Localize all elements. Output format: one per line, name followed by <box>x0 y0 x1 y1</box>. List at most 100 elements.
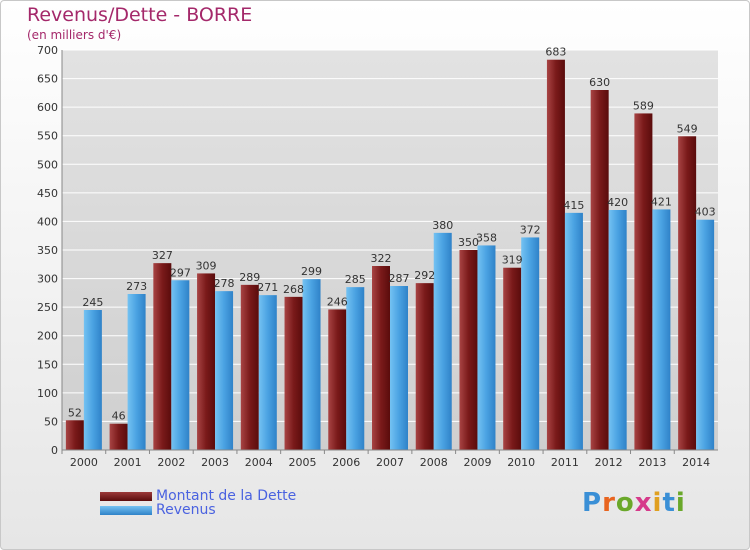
data-label: 299 <box>301 265 322 278</box>
y-tick-label: 100 <box>37 387 58 400</box>
legend-item-revenue: Revenus <box>100 502 216 518</box>
data-label: 358 <box>476 231 497 244</box>
bar-revenue <box>171 280 190 450</box>
data-label: 297 <box>170 266 191 279</box>
data-label: 287 <box>389 272 410 285</box>
x-tick-label: 2005 <box>289 456 317 469</box>
bar-revenue <box>390 286 408 450</box>
bar-revenue <box>608 210 627 450</box>
data-label: 420 <box>607 196 628 209</box>
data-label: 415 <box>563 199 584 212</box>
bar-debt <box>546 59 565 450</box>
bar-debt <box>372 266 390 450</box>
x-tick-label: 2010 <box>507 456 535 469</box>
y-tick-label: 700 <box>37 44 58 57</box>
x-tick-label: 2013 <box>638 456 666 469</box>
x-tick-label: 2002 <box>157 456 185 469</box>
data-label: 309 <box>196 259 217 272</box>
y-tick-label: 200 <box>37 330 58 343</box>
data-label: 245 <box>82 296 103 309</box>
proxiti-logo: Proxiti <box>582 488 686 518</box>
logo-letter: t <box>662 488 676 518</box>
bar-debt <box>503 267 522 450</box>
data-label: 289 <box>239 271 260 284</box>
y-tick-label: 150 <box>37 358 58 371</box>
bar-debt <box>284 296 303 450</box>
legend-label-debt: Montant de la Dette <box>156 488 297 504</box>
logo-letter: r <box>602 488 616 518</box>
x-tick-label: 2003 <box>201 456 229 469</box>
bar-debt <box>197 273 216 450</box>
bar-revenue <box>346 287 365 450</box>
data-label: 46 <box>112 410 126 423</box>
y-tick-label: 350 <box>37 244 58 257</box>
logo-letter: x <box>634 488 653 518</box>
x-tick-label: 2009 <box>463 456 491 469</box>
logo-letter: i <box>652 488 663 518</box>
data-label: 350 <box>458 236 479 249</box>
data-label: 278 <box>214 277 235 290</box>
data-label: 271 <box>257 281 278 294</box>
x-tick-label: 2011 <box>551 456 579 469</box>
x-tick-label: 2001 <box>114 456 142 469</box>
data-label: 683 <box>545 46 566 59</box>
logo-letter: o <box>615 488 635 518</box>
chart-title: Revenus/Dette - BORRE <box>27 4 253 26</box>
bar-revenue <box>302 279 321 450</box>
bar-debt <box>240 284 259 450</box>
x-tick-label: 2012 <box>595 456 623 469</box>
bar-debt <box>590 90 609 450</box>
data-label: 268 <box>283 283 304 296</box>
y-tick-label: 0 <box>51 444 58 457</box>
bar-debt <box>415 283 434 450</box>
x-tick-label: 2007 <box>376 456 404 469</box>
y-tick-label: 300 <box>37 273 58 286</box>
bar-revenue <box>83 310 102 450</box>
bar-revenue <box>696 219 715 450</box>
logo-letter: i <box>675 488 686 518</box>
data-label: 372 <box>520 223 541 236</box>
legend-swatch-debt <box>100 491 152 501</box>
data-label: 246 <box>327 295 348 308</box>
bar-revenue <box>215 291 234 450</box>
x-tick-label: 2004 <box>245 456 273 469</box>
data-label: 319 <box>502 254 523 267</box>
legend-swatch-revenue <box>100 505 152 515</box>
bar-revenue <box>433 232 452 450</box>
legend-label-revenue: Revenus <box>156 502 216 518</box>
y-tick-label: 600 <box>37 101 58 114</box>
data-label: 327 <box>152 249 173 262</box>
chart-subtitle: (en milliers d'€) <box>27 28 122 42</box>
bar-debt <box>678 136 697 451</box>
data-label: 292 <box>414 269 435 282</box>
bar-debt <box>459 250 478 450</box>
bar-revenue <box>258 295 277 450</box>
bar-revenue <box>521 237 540 450</box>
data-label: 589 <box>633 99 654 112</box>
data-label: 549 <box>677 122 698 135</box>
data-label: 285 <box>345 273 366 286</box>
bar-debt <box>153 263 172 450</box>
legend-item-debt: Montant de la Dette <box>100 488 296 504</box>
y-tick-label: 450 <box>37 187 58 200</box>
data-label: 52 <box>68 406 82 419</box>
data-label: 322 <box>371 252 392 265</box>
bar-revenue <box>564 212 583 450</box>
y-tick-label: 650 <box>37 73 58 86</box>
bar-debt <box>634 113 653 450</box>
bar-revenue <box>127 294 146 450</box>
data-label: 403 <box>695 206 716 219</box>
data-label: 421 <box>651 195 672 208</box>
data-label: 273 <box>126 280 147 293</box>
bar-debt <box>65 420 84 450</box>
bar-debt <box>109 423 128 450</box>
y-tick-label: 250 <box>37 301 58 314</box>
y-tick-label: 500 <box>37 158 58 171</box>
logo-letter: P <box>582 488 603 518</box>
bar-revenue <box>477 245 496 450</box>
x-tick-label: 2000 <box>70 456 98 469</box>
bar-revenue <box>652 209 671 450</box>
x-tick-label: 2008 <box>420 456 448 469</box>
data-label: 630 <box>589 76 610 89</box>
